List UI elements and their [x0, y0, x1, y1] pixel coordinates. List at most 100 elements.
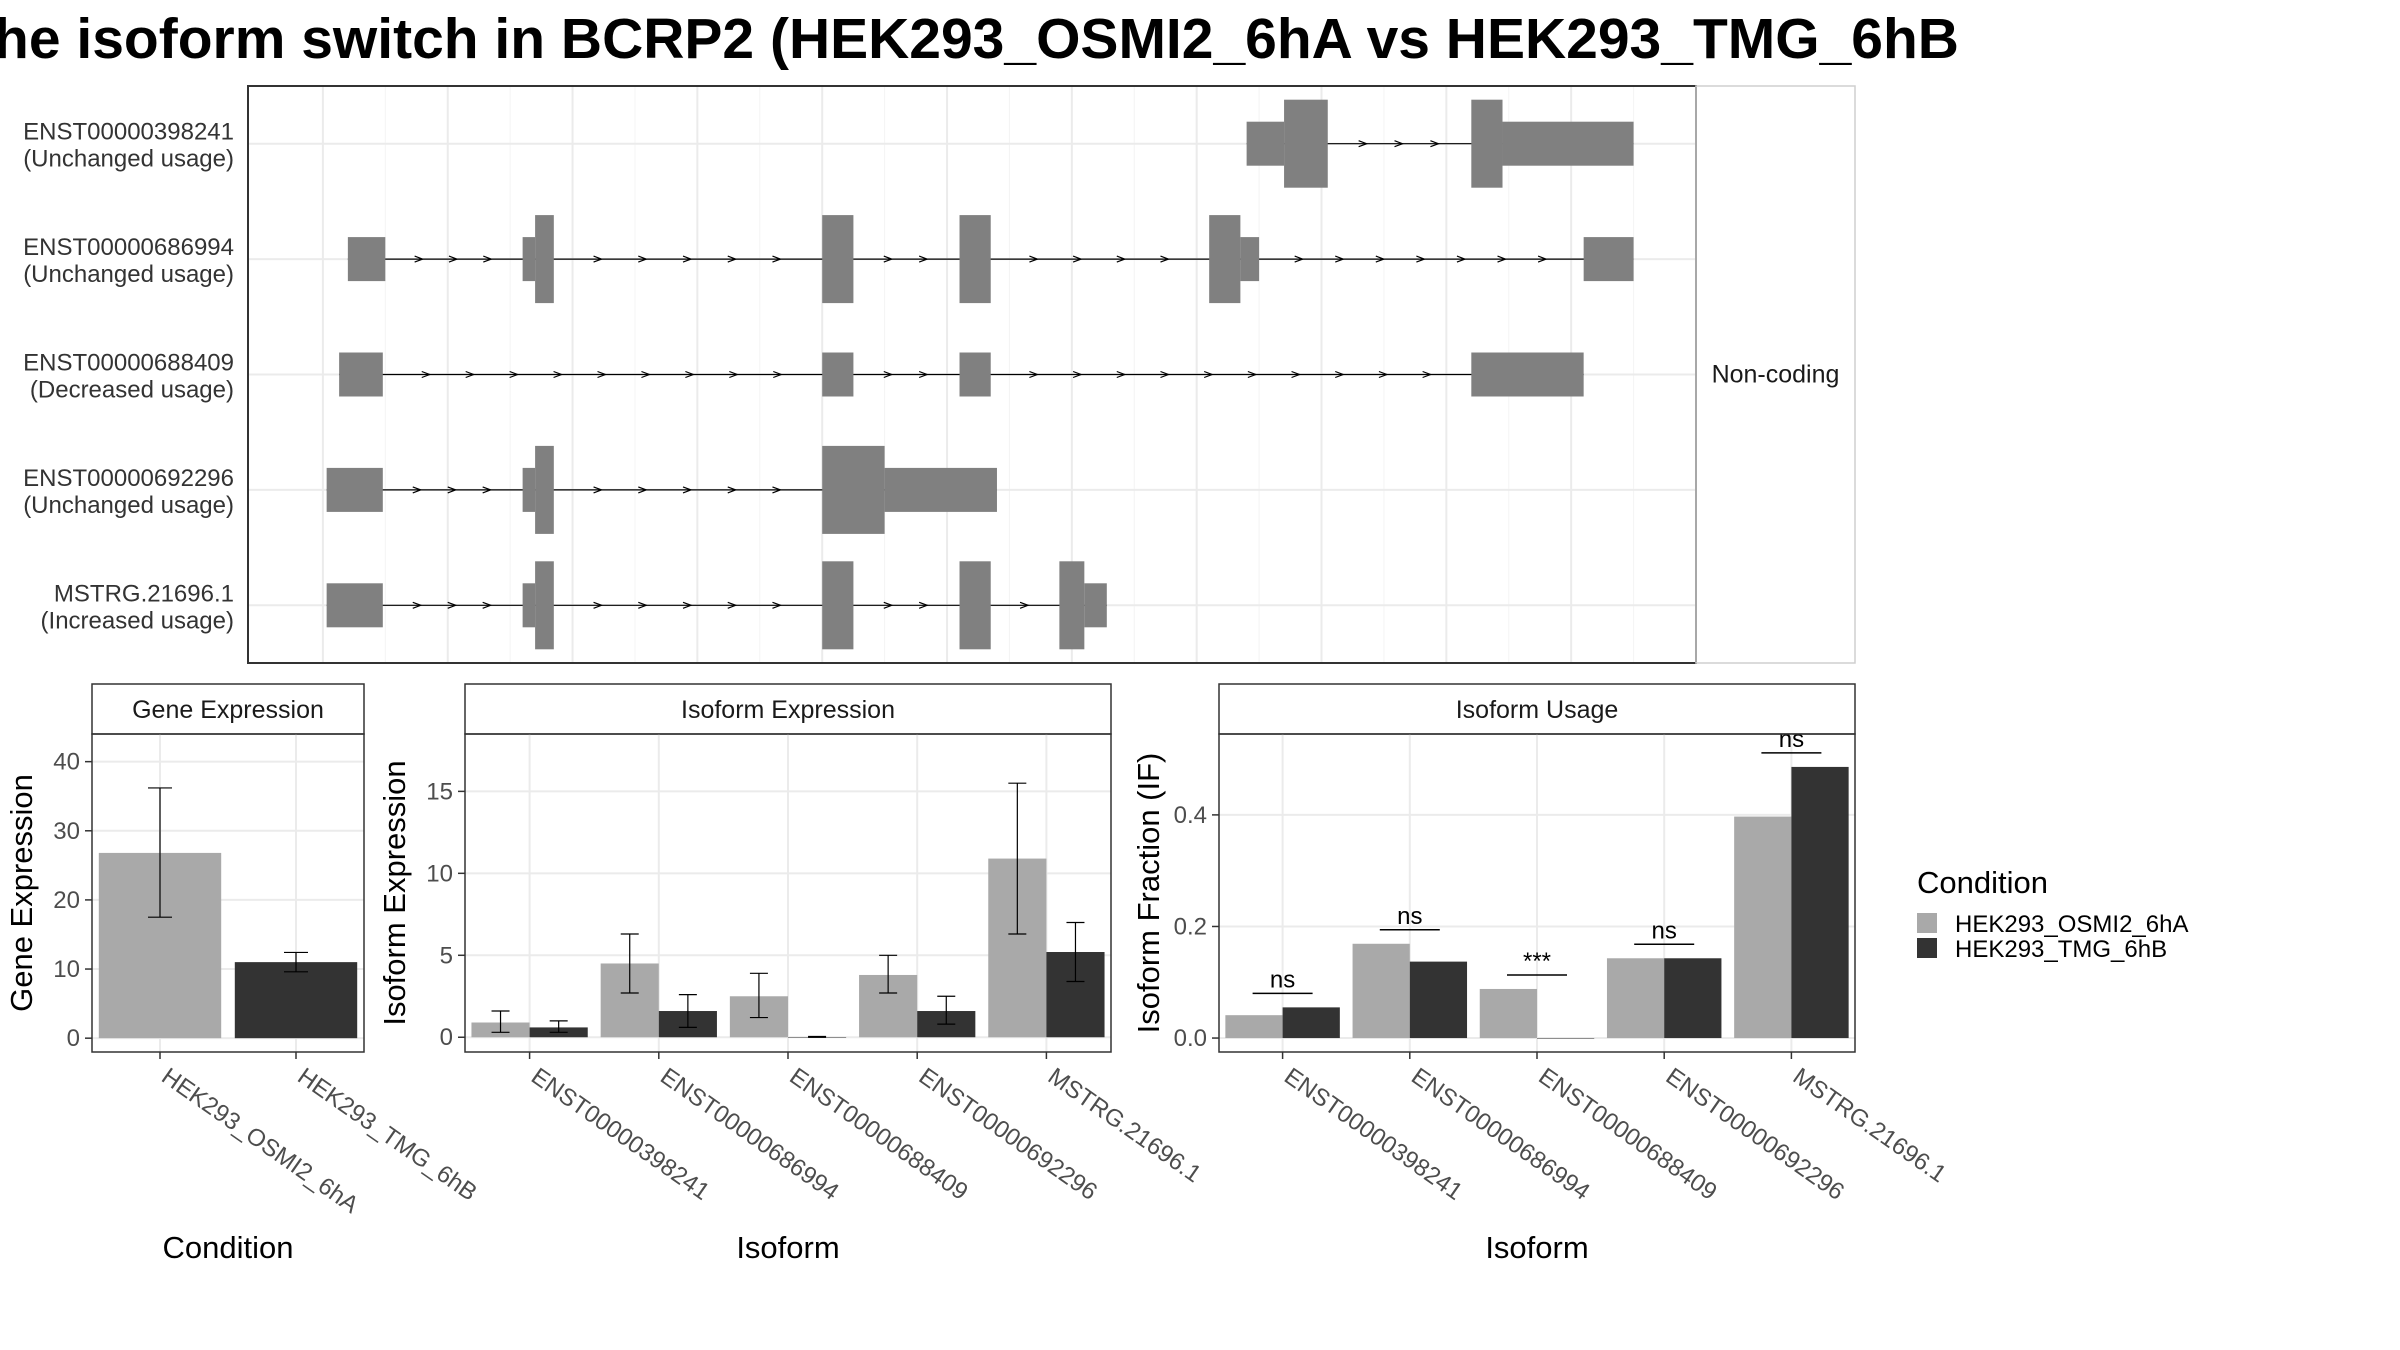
exon-block [822, 352, 854, 397]
y-tick-label: 30 [53, 818, 80, 845]
y-tick-label: 0 [440, 1024, 453, 1051]
significance-label: ns [1397, 903, 1422, 930]
intron-arrow [1335, 370, 1345, 379]
intron-arrow [1378, 370, 1389, 379]
exon-block [522, 467, 536, 512]
y-tick-label: 10 [426, 860, 453, 887]
transcript-usage-label: (Unchanged usage) [23, 146, 234, 173]
bar [1225, 1015, 1283, 1039]
intron-arrow [772, 486, 783, 494]
intron-arrow [482, 486, 493, 494]
exon-block [1059, 561, 1085, 650]
exon-block [822, 215, 854, 304]
intron-arrow [1029, 255, 1040, 263]
intron-arrow [772, 601, 783, 609]
intron-arrow [727, 255, 738, 263]
y-tick-label: 5 [440, 942, 453, 969]
bar-panel-3: Isoform Usage0.00.20.4nsns***nsnsENST000… [1131, 683, 1951, 1265]
intron-arrow [1335, 255, 1345, 263]
panel-strip-label: Isoform Usage [1456, 696, 1619, 724]
exon-block [1471, 352, 1584, 397]
intron-arrow [483, 255, 494, 263]
intron-arrow [883, 601, 894, 609]
intron-arrow [597, 370, 608, 379]
intron-arrow [412, 486, 423, 494]
transcript-id-label: ENST00000688409 [23, 350, 234, 377]
bar [1479, 988, 1537, 1039]
bar-panel-2: Isoform Expression051015ENST00000398241E… [377, 683, 1206, 1265]
structure-facet-strip [1695, 85, 1856, 664]
exon-block [347, 237, 386, 282]
transcript-id-label: MSTRG.21696.1 [54, 580, 234, 607]
panel-border [91, 733, 365, 1053]
intron-arrow [447, 601, 458, 609]
intron-arrow [593, 486, 604, 494]
legend-title: Condition [1917, 865, 2048, 900]
intron-arrow [1394, 140, 1405, 148]
exon-block [522, 237, 536, 282]
exon-block [535, 561, 554, 650]
intron-arrow [447, 486, 458, 494]
intron-arrow [1497, 255, 1508, 263]
intron-arrow [1291, 370, 1302, 379]
exon-block [326, 467, 383, 512]
transcript-id-label: ENST00000686994 [23, 234, 234, 261]
x-axis-title: Isoform [736, 1230, 839, 1265]
intron-arrow [482, 601, 493, 609]
y-tick-label: 0 [67, 1025, 80, 1052]
significance-label: ns [1652, 917, 1677, 944]
intron-arrow [638, 486, 648, 494]
exon-block [959, 561, 991, 650]
intron-arrow [727, 486, 738, 494]
structure-facet-label: Non-coding [1712, 361, 1840, 389]
exon-block [1209, 215, 1241, 304]
intron-arrow [1116, 370, 1127, 379]
intron-arrow [1072, 370, 1083, 379]
bar [1409, 961, 1468, 1039]
exon-block [959, 215, 991, 304]
intron-arrow [414, 255, 425, 263]
intron-arrow [727, 601, 738, 609]
intron-arrow [1116, 255, 1127, 263]
intron-arrow [729, 370, 740, 379]
exon-block [522, 583, 536, 628]
intron-arrow [772, 255, 783, 263]
intron-arrow [1160, 370, 1171, 379]
intron-arrow [1294, 255, 1305, 263]
intron-arrow [685, 370, 696, 379]
intron-arrow [1160, 255, 1171, 263]
intron-arrow [1019, 601, 1030, 609]
panel-strip-label: Gene Expression [132, 696, 324, 724]
intron-arrow [593, 255, 604, 263]
intron-arrow [1247, 370, 1258, 379]
legend-label-b: HEK293_TMG_6hB [1955, 936, 2167, 963]
y-axis-title: Isoform Expression [377, 760, 412, 1025]
bar [1537, 1038, 1595, 1039]
bar [1282, 1007, 1340, 1039]
transcript-usage-label: (Unchanged usage) [23, 261, 234, 288]
exon-block [822, 445, 885, 534]
intron-arrow [1029, 370, 1040, 379]
intron-arrow [509, 370, 520, 379]
exon-block [1246, 121, 1285, 166]
intron-arrow [1203, 370, 1214, 379]
y-axis-title: Isoform Fraction (IF) [1131, 753, 1166, 1034]
exon-block [1471, 99, 1503, 188]
intron-arrow [638, 255, 648, 263]
x-axis-title: Condition [163, 1230, 294, 1265]
intron-arrow [641, 370, 652, 379]
intron-arrow [883, 255, 894, 263]
legend-swatch-b [1917, 938, 1937, 958]
bar [1606, 958, 1665, 1039]
exon-block [1084, 583, 1107, 628]
exon-block [884, 467, 997, 512]
exon-block [535, 215, 554, 304]
bar [1791, 766, 1849, 1039]
transcript-id-label: ENST00000398241 [23, 119, 234, 146]
x-axis-title: Isoform [1485, 1230, 1588, 1265]
intron-arrow [1456, 255, 1467, 263]
intron-arrow [682, 601, 693, 609]
exon-block [822, 561, 854, 650]
intron-arrow [918, 601, 929, 609]
